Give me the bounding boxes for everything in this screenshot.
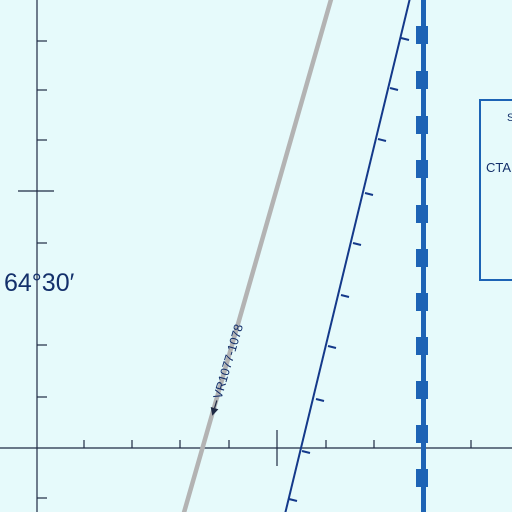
latitude-label: 64°30′	[4, 269, 75, 297]
vr-route-line	[181, 0, 334, 512]
boundary-tick	[288, 498, 298, 502]
airspace-border-tab	[416, 337, 428, 355]
boundary-tick	[301, 450, 311, 454]
airspace-box-top-text: S	[507, 112, 512, 124]
airspace-border-tab	[416, 381, 428, 399]
airspace-info-box	[479, 99, 512, 281]
route-arrow-icon	[210, 406, 219, 416]
airspace-border-tab	[416, 205, 428, 223]
airspace-border-tab	[416, 293, 428, 311]
boundary-tick	[327, 345, 337, 349]
airspace-border-tab	[416, 26, 428, 44]
airspace-border-tab	[416, 116, 428, 134]
airspace-border-tab	[416, 469, 428, 487]
boundary-tick	[315, 398, 325, 402]
airspace-box-label: CTA	[486, 160, 511, 175]
boundary-line-group	[284, 0, 411, 512]
route-arrow-shaft	[213, 400, 218, 409]
boundary-tick	[377, 138, 387, 142]
boundary-tick	[340, 294, 350, 298]
boundary-tick	[352, 242, 362, 246]
airspace-border-tab	[416, 249, 428, 267]
boundary-line	[284, 0, 411, 512]
boundary-tick	[400, 37, 410, 41]
boundary-tick	[364, 192, 374, 196]
airspace-border	[416, 0, 428, 512]
airspace-border-tab	[416, 425, 428, 443]
boundary-tick	[389, 87, 399, 91]
airspace-border-tab	[416, 71, 428, 89]
airspace-border-tab	[416, 160, 428, 178]
